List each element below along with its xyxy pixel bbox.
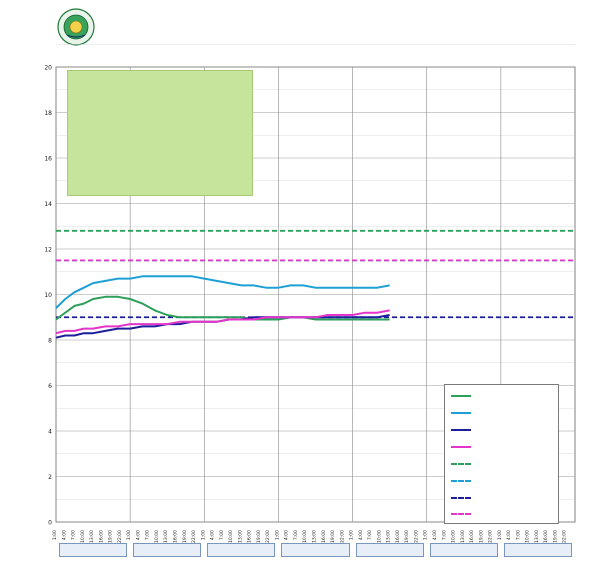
x-tick-label: 16:00 <box>98 530 104 543</box>
x-tick-label: 1:00 <box>349 530 355 540</box>
legend-entry-e32a <box>451 391 477 401</box>
series-line-e32a <box>55 295 390 321</box>
x-tick-label: 13:00 <box>237 530 243 543</box>
x-tick-label: 4:00 <box>61 530 67 540</box>
x-tick-label: 22:00 <box>191 530 197 543</box>
legend-entry-e23 <box>451 425 477 435</box>
annotation-e32a <box>443 75 547 99</box>
x-tick-label: 7:00 <box>441 530 447 540</box>
x-tick-label: 4:00 <box>210 530 216 540</box>
y-tick-label: 2 <box>48 474 52 481</box>
x-tick-label: 4:00 <box>284 530 290 540</box>
x-tick-label: 19:00 <box>256 530 262 543</box>
date-cell <box>429 543 498 557</box>
y-tick-label: 0 <box>48 520 52 527</box>
x-tick-label: 16:00 <box>172 530 178 543</box>
x-tick-label: 19:00 <box>182 530 188 543</box>
x-tick-label: 10:00 <box>525 530 531 543</box>
y-tick-label: 10 <box>44 292 52 299</box>
x-tick-label: 1:00 <box>423 530 429 540</box>
x-tick-label: 4:00 <box>135 530 141 540</box>
date-cell <box>503 543 572 557</box>
x-tick-label: 7:00 <box>515 530 521 540</box>
y-tick-label: 4 <box>48 429 52 436</box>
y-tick-label: 14 <box>44 201 52 208</box>
annotation-e21 <box>311 110 417 134</box>
x-tick-label: 16:00 <box>395 530 401 543</box>
x-tick-label: 1:00 <box>126 530 132 540</box>
x-tick-label: 16:00 <box>247 530 253 543</box>
x-tick-label: 19:00 <box>108 530 114 543</box>
y-tick-label: 12 <box>44 247 52 254</box>
y-tick-label: 8 <box>48 338 52 345</box>
x-tick-label: 22:00 <box>339 530 345 543</box>
x-tick-label: 16:00 <box>321 530 327 543</box>
legend-entry-e5 <box>451 408 477 418</box>
x-tick-label: 10:00 <box>451 530 457 543</box>
x-tick-label: 10:00 <box>228 530 234 543</box>
annotation-e5 <box>443 110 547 134</box>
y-tick-labels: 0 2 4 6 8 10 12 14 16 18 20 <box>44 65 52 527</box>
series-line-e21 <box>55 309 390 335</box>
date-cell <box>133 543 202 557</box>
y-tick-label: 20 <box>44 65 52 72</box>
x-tick-label: 7:00 <box>71 530 77 540</box>
x-tick-label: 16:00 <box>469 530 475 543</box>
x-tick-label: 22:00 <box>265 530 271 543</box>
date-cell <box>355 543 424 557</box>
x-tick-label: 1:00 <box>52 530 58 540</box>
x-tick-label: 13:00 <box>534 530 540 543</box>
series-line-e5 <box>55 275 390 309</box>
x-tick-label: 22:00 <box>413 530 419 543</box>
x-tick-label: 4:00 <box>358 530 364 540</box>
x-tick-label: 1:00 <box>274 530 280 540</box>
x-tick-label: 13:00 <box>312 530 318 543</box>
legend-entry-threshold-e23 <box>451 493 477 503</box>
x-tick-label: 22:00 <box>562 530 568 543</box>
legend-entry-threshold-e21 <box>451 509 477 519</box>
y-tick-label: 6 <box>48 383 52 390</box>
annotation-summary-box <box>67 70 253 196</box>
x-tick-label: 22:00 <box>117 530 123 543</box>
x-tick-label: 7:00 <box>219 530 225 540</box>
x-tick-labels: 1:00 4:00 7:00 10:00 13:00 16:00 19:00 22:00 1:0… <box>52 530 568 543</box>
series-lines <box>55 275 390 339</box>
y-tick-label: 18 <box>44 110 52 117</box>
legend-entry-threshold-e5 <box>451 476 477 486</box>
x-tick-label: 10:00 <box>302 530 308 543</box>
x-tick-label: 19:00 <box>330 530 336 543</box>
x-tick-label: 4:00 <box>432 530 438 540</box>
rid-seal-icon <box>57 8 95 46</box>
x-tick-label: 1:00 <box>200 530 206 540</box>
date-cell <box>207 543 276 557</box>
legend-entry-threshold-e32a <box>451 459 477 469</box>
annotation-e23 <box>311 75 417 99</box>
x-tick-label: 10:00 <box>376 530 382 543</box>
y-tick-label: 16 <box>44 156 52 163</box>
x-tick-label: 4:00 <box>506 530 512 540</box>
x-tick-label: 13:00 <box>163 530 169 543</box>
x-tick-label: 13:00 <box>89 530 95 543</box>
x-tick-label: 13:00 <box>386 530 392 543</box>
x-tick-label: 7:00 <box>293 530 299 540</box>
x-tick-label: 19:00 <box>552 530 558 543</box>
x-tick-label: 22:00 <box>488 530 494 543</box>
x-tick-label: 10:00 <box>154 530 160 543</box>
x-tick-label: 7:00 <box>145 530 151 540</box>
date-cell <box>281 543 350 557</box>
x-tick-label: 13:00 <box>460 530 466 543</box>
x-tick-label: 10:00 <box>80 530 86 543</box>
x-tick-label: 1:00 <box>497 530 503 540</box>
x-tick-label: 19:00 <box>478 530 484 543</box>
x-tick-label: 16:00 <box>543 530 549 543</box>
chart-legend <box>444 384 559 524</box>
date-cell <box>59 543 128 557</box>
legend-entry-e21 <box>451 442 477 452</box>
x-tick-label: 19:00 <box>404 530 410 543</box>
x-tick-label: 7:00 <box>367 530 373 540</box>
